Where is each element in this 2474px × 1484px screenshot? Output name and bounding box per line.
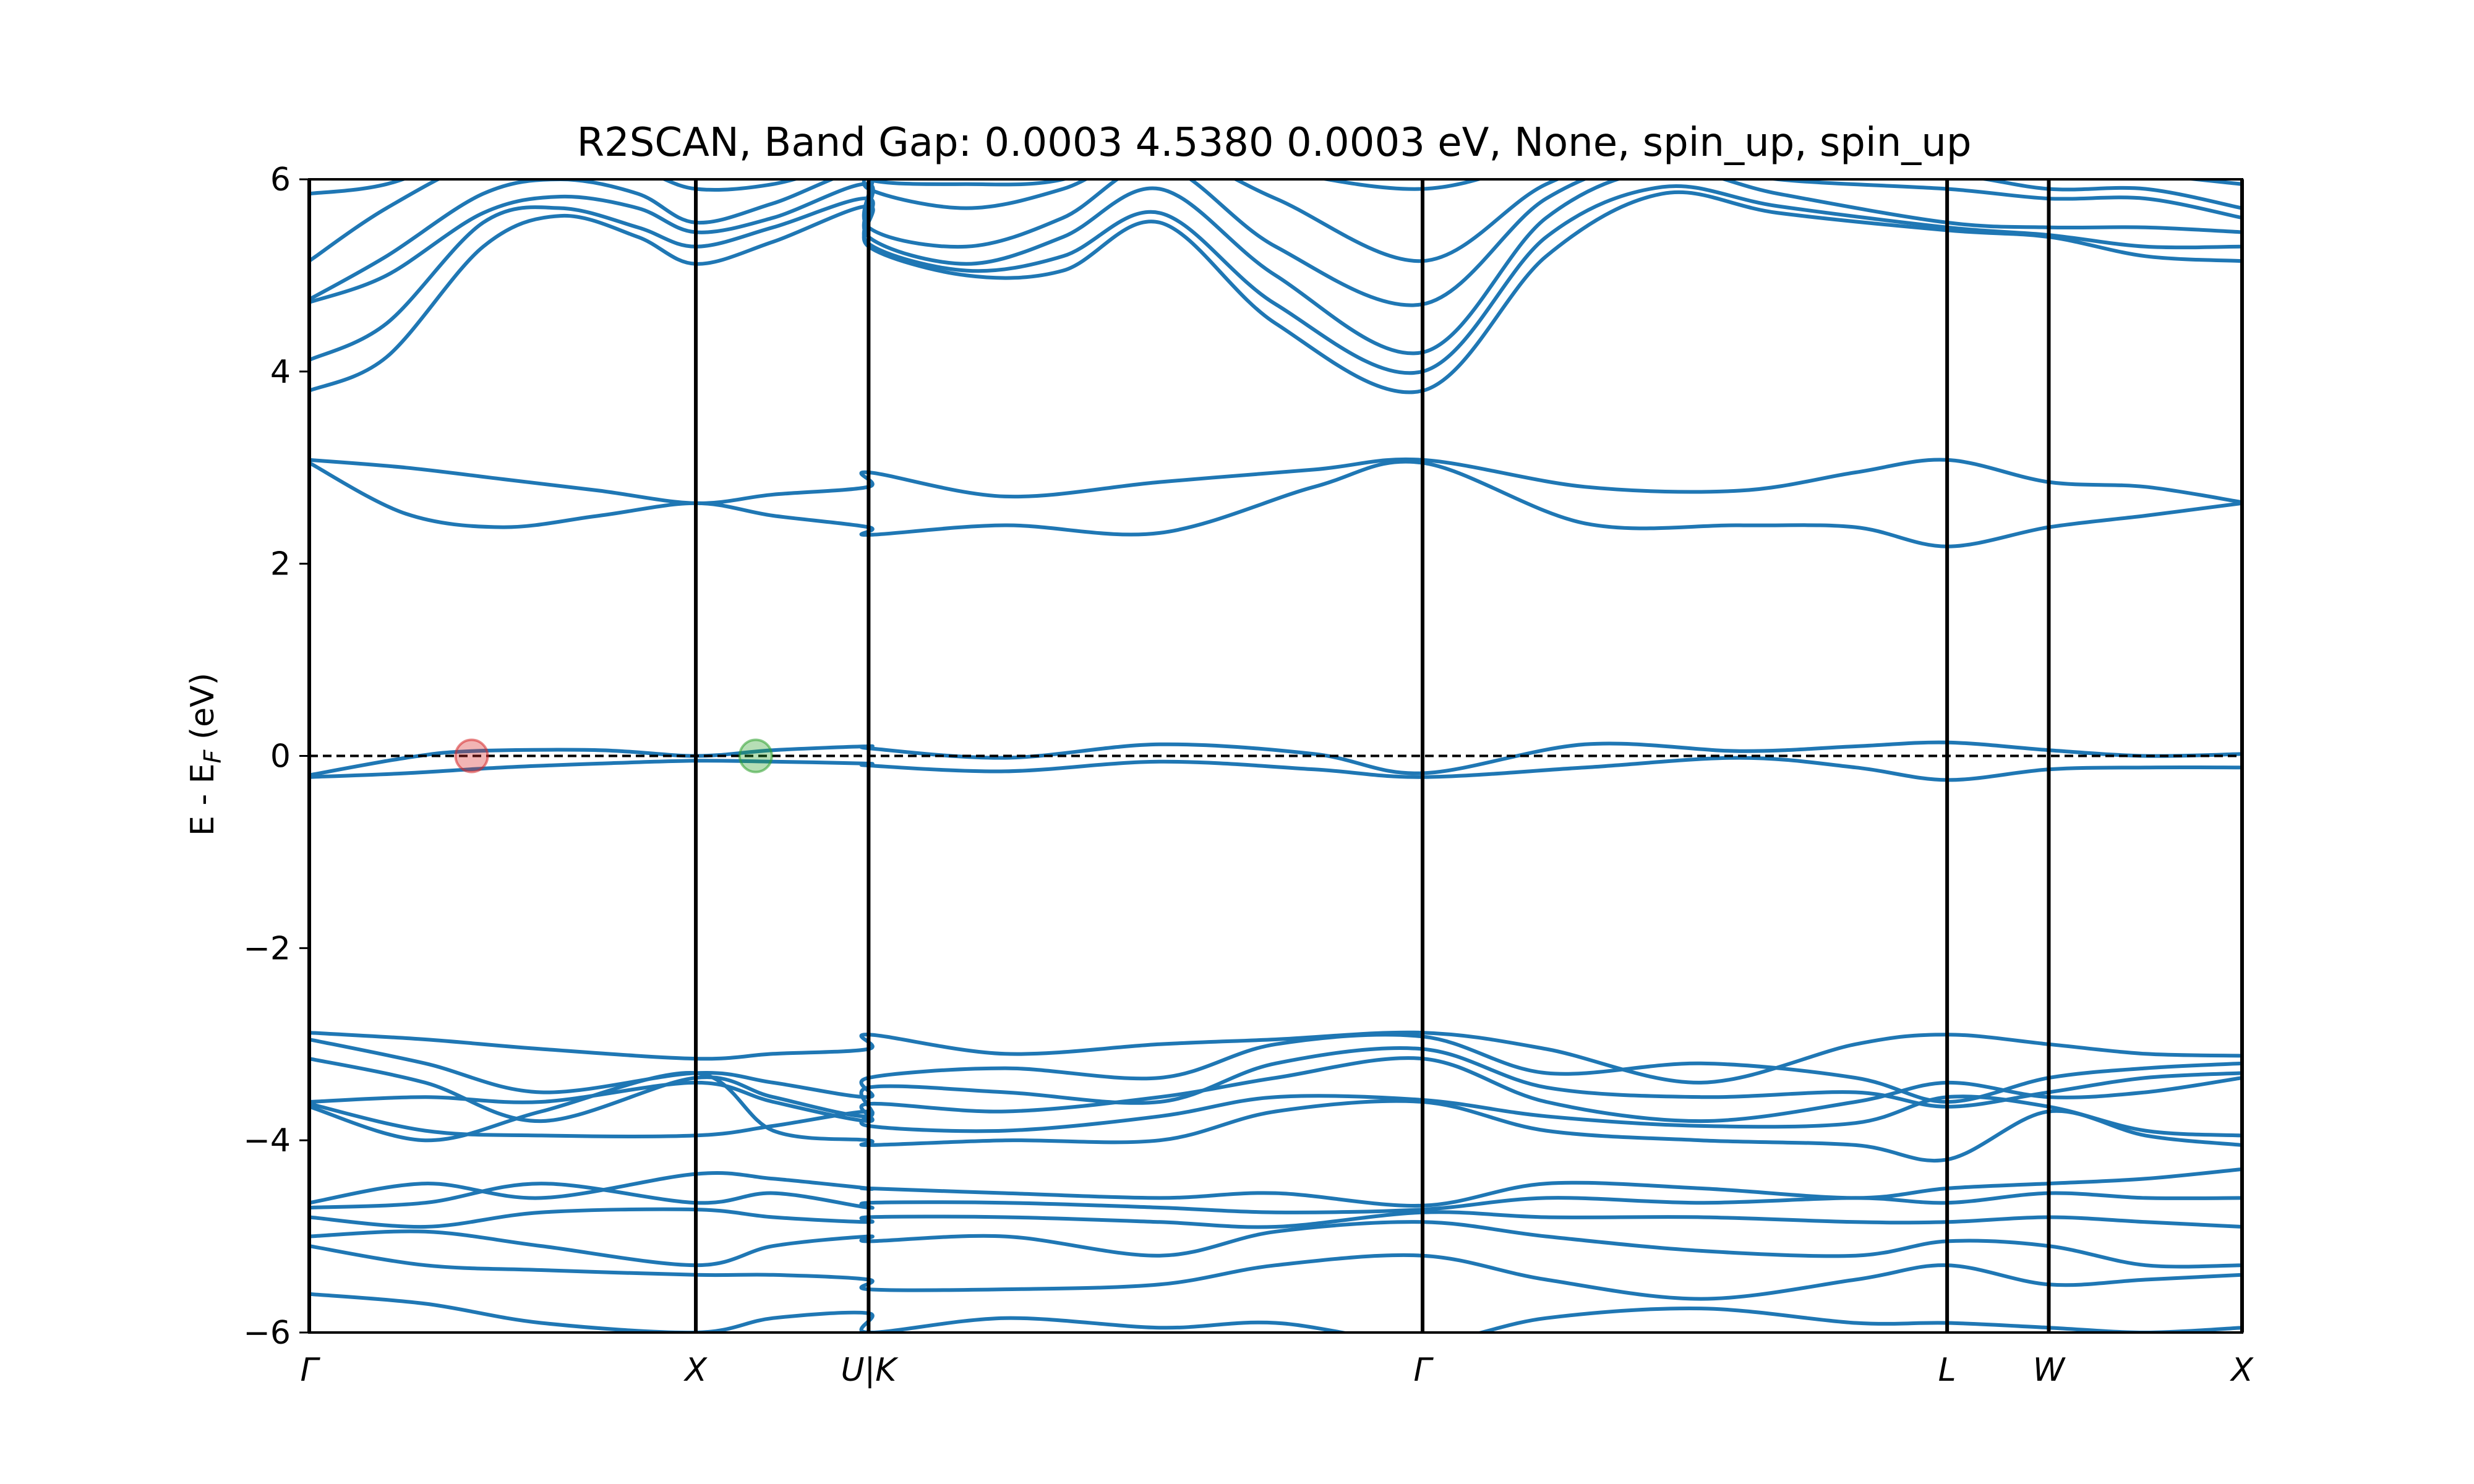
kpoint-label-6: W [2033,1352,2066,1389]
vbm-marker [738,738,773,774]
plot-area: Γ X U|K Γ L W X −6 −4 −2 0 2 4 6 [243,161,2254,1389]
band-line-3 [309,457,2242,505]
kpoint-label-4: Γ [1414,1352,1434,1389]
band-line-1 [309,756,2242,782]
plot-frame [308,178,2243,1334]
y-tick-label-7: 6 [270,161,291,198]
band-lines [309,179,2242,1333]
kpoint-label-5: L [1938,1352,1956,1389]
band-line-8 [309,179,2242,307]
y-axis-label: E - EF (eV) [184,673,226,836]
y-axis-label-unit: (eV) [184,673,221,750]
chart-title: R2SCAN, Band Gap: 0.0003 4.5380 0.0003 e… [577,120,1972,166]
kpoint-label-3: U|K [841,1352,899,1389]
cbm-marker [454,738,489,774]
y-tick-label-4: 0 [270,738,291,775]
band-line-6 [309,184,2242,375]
y-tick-label-6: 4 [270,354,291,391]
y-tick-label-2: −4 [243,1122,291,1159]
band-line-7 [309,179,2242,356]
kpoint-label-1: Γ [301,1352,321,1389]
kpoint-label-7: X [2229,1352,2254,1389]
y-axis-label-main: E - E [184,763,221,836]
band-line-5 [309,190,2242,394]
y-tick-label-3: −2 [243,930,291,967]
y-tick-label-5: 2 [270,546,291,583]
kpoint-label-2: X [683,1352,708,1389]
band-line-4 [309,459,2242,548]
band-line-2 [309,740,2242,777]
y-tick-label-1: −6 [243,1315,291,1352]
y-axis-label-subscript: F [199,749,226,763]
